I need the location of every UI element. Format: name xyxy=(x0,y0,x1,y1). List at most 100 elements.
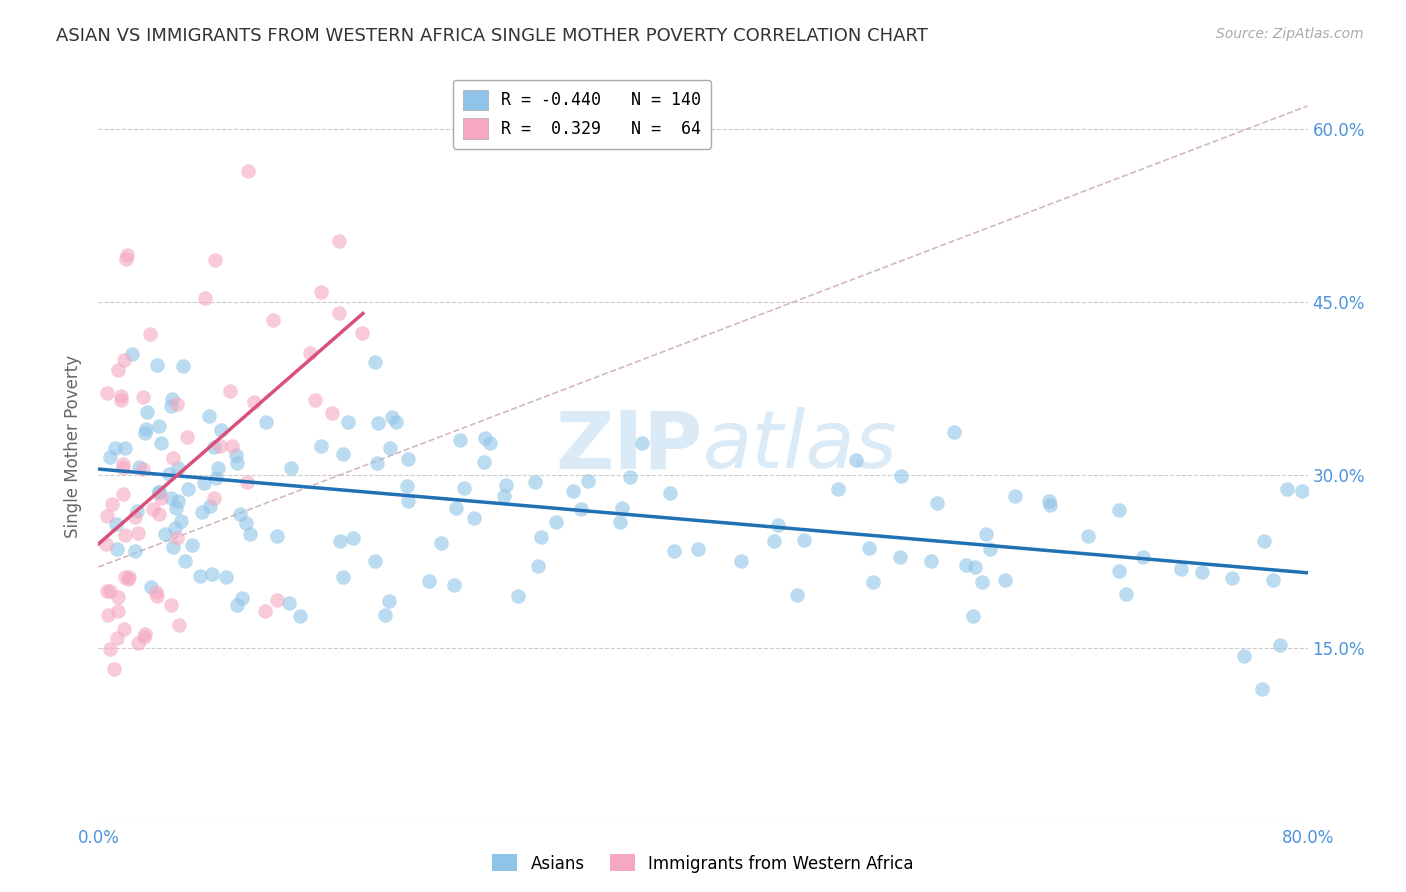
Point xyxy=(619,470,641,484)
Point xyxy=(194,291,217,305)
Point xyxy=(444,501,467,516)
Point xyxy=(453,481,475,495)
Point xyxy=(793,533,815,548)
Point xyxy=(328,235,350,249)
Point xyxy=(479,436,502,450)
Point xyxy=(278,596,301,610)
Point xyxy=(1115,587,1137,601)
Point xyxy=(97,607,120,622)
Point xyxy=(134,630,156,644)
Point xyxy=(146,590,169,604)
Point xyxy=(166,396,188,410)
Point xyxy=(254,603,277,617)
Point xyxy=(148,507,170,521)
Point xyxy=(474,431,496,445)
Point xyxy=(127,526,149,541)
Point xyxy=(364,554,387,568)
Point xyxy=(1253,534,1275,549)
Point xyxy=(157,467,180,481)
Point xyxy=(890,469,912,483)
Point xyxy=(239,526,262,541)
Point xyxy=(609,515,631,529)
Point xyxy=(562,483,585,498)
Point xyxy=(145,584,167,599)
Point xyxy=(495,478,517,492)
Point xyxy=(1233,649,1256,664)
Point xyxy=(396,451,419,466)
Text: Source: ZipAtlas.com: Source: ZipAtlas.com xyxy=(1216,27,1364,41)
Point xyxy=(127,636,149,650)
Point xyxy=(965,560,987,574)
Point xyxy=(235,516,257,530)
Point xyxy=(98,642,121,657)
Point xyxy=(202,491,225,505)
Point xyxy=(366,456,388,470)
Point xyxy=(112,622,135,636)
Point xyxy=(198,499,221,513)
Point xyxy=(172,359,194,373)
Text: atlas: atlas xyxy=(703,407,898,485)
Point xyxy=(418,574,440,589)
Point xyxy=(96,509,118,524)
Point xyxy=(659,486,682,500)
Legend: R = -0.440   N = 140, R =  0.329   N =  64: R = -0.440 N = 140, R = 0.329 N = 64 xyxy=(453,79,711,149)
Point xyxy=(943,425,966,439)
Point xyxy=(1004,489,1026,503)
Point xyxy=(381,409,404,424)
Point xyxy=(1275,483,1298,497)
Point xyxy=(1077,529,1099,543)
Point xyxy=(280,461,302,475)
Point xyxy=(142,502,165,516)
Point xyxy=(193,475,215,490)
Point xyxy=(165,501,187,516)
Legend: Asians, Immigrants from Western Africa: Asians, Immigrants from Western Africa xyxy=(485,847,921,880)
Point xyxy=(110,389,132,403)
Point xyxy=(569,502,592,516)
Point xyxy=(148,419,170,434)
Point xyxy=(463,510,485,524)
Point xyxy=(176,430,198,444)
Point xyxy=(974,527,997,541)
Point xyxy=(506,590,529,604)
Point xyxy=(786,588,808,602)
Point xyxy=(298,346,321,360)
Point xyxy=(166,532,188,546)
Point xyxy=(955,558,977,573)
Point xyxy=(374,607,396,622)
Point xyxy=(148,484,170,499)
Point xyxy=(163,521,186,535)
Point xyxy=(254,416,277,430)
Point xyxy=(328,306,350,320)
Point xyxy=(1191,565,1213,579)
Point xyxy=(311,285,333,299)
Point xyxy=(121,347,143,361)
Point xyxy=(332,448,354,462)
Point xyxy=(336,415,359,429)
Point xyxy=(342,532,364,546)
Point xyxy=(96,537,118,551)
Point xyxy=(107,590,129,604)
Y-axis label: Single Mother Poverty: Single Mother Poverty xyxy=(65,354,83,538)
Point xyxy=(321,406,343,420)
Point xyxy=(103,662,125,676)
Point xyxy=(530,530,553,544)
Point xyxy=(135,422,157,436)
Point xyxy=(1261,574,1284,588)
Point xyxy=(1039,498,1062,512)
Point xyxy=(449,433,471,447)
Point xyxy=(352,326,374,340)
Point xyxy=(96,583,118,598)
Point xyxy=(150,491,173,506)
Point xyxy=(124,510,146,524)
Point xyxy=(114,441,136,455)
Point xyxy=(332,570,354,584)
Point xyxy=(190,569,212,583)
Point xyxy=(219,384,242,398)
Point xyxy=(160,399,183,413)
Point xyxy=(262,313,284,327)
Point xyxy=(662,544,685,558)
Point xyxy=(111,457,134,471)
Point xyxy=(115,252,138,266)
Point xyxy=(920,553,942,567)
Point xyxy=(1108,503,1130,517)
